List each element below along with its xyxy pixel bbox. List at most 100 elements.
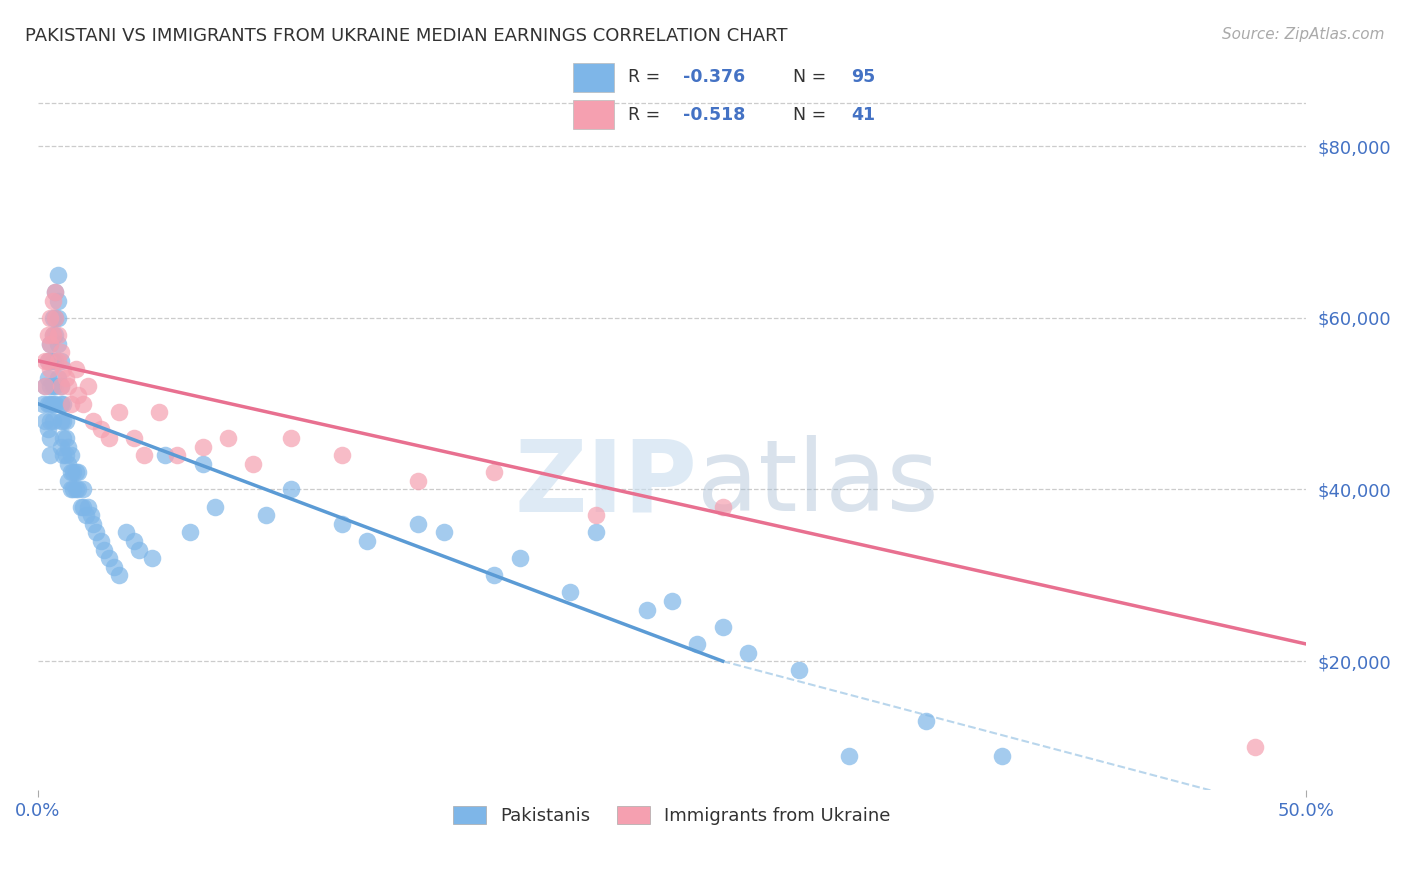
Point bbox=[39, 397, 62, 411]
Point bbox=[72, 483, 94, 497]
Text: Source: ZipAtlas.com: Source: ZipAtlas.com bbox=[1222, 27, 1385, 42]
Point bbox=[166, 448, 188, 462]
Point bbox=[49, 397, 72, 411]
Point bbox=[34, 379, 56, 393]
Point bbox=[46, 371, 69, 385]
Point bbox=[59, 483, 82, 497]
Point bbox=[39, 310, 62, 325]
Point bbox=[67, 388, 90, 402]
Point bbox=[686, 637, 709, 651]
Point bbox=[46, 353, 69, 368]
Point bbox=[42, 293, 65, 308]
Point bbox=[115, 525, 138, 540]
Point bbox=[65, 483, 87, 497]
Point bbox=[103, 559, 125, 574]
Point bbox=[90, 422, 112, 436]
Point bbox=[280, 483, 302, 497]
Text: atlas: atlas bbox=[697, 435, 939, 532]
Point bbox=[44, 285, 66, 299]
Point bbox=[356, 533, 378, 548]
Point bbox=[46, 328, 69, 343]
Point bbox=[711, 620, 734, 634]
Point bbox=[330, 516, 353, 531]
Point bbox=[42, 310, 65, 325]
Point bbox=[134, 448, 156, 462]
Point bbox=[56, 379, 79, 393]
Point bbox=[65, 465, 87, 479]
Point bbox=[585, 525, 607, 540]
Point bbox=[406, 516, 429, 531]
Point bbox=[62, 465, 84, 479]
FancyBboxPatch shape bbox=[574, 100, 613, 129]
Point bbox=[37, 353, 59, 368]
Point bbox=[44, 310, 66, 325]
Point bbox=[254, 508, 277, 523]
Point bbox=[42, 328, 65, 343]
Point bbox=[52, 431, 75, 445]
Point bbox=[84, 525, 107, 540]
Point bbox=[52, 448, 75, 462]
Point bbox=[49, 379, 72, 393]
Point bbox=[49, 353, 72, 368]
Point bbox=[75, 508, 97, 523]
Point bbox=[46, 293, 69, 308]
Text: ZIP: ZIP bbox=[515, 435, 697, 532]
Point bbox=[49, 379, 72, 393]
Point bbox=[90, 533, 112, 548]
Point bbox=[67, 483, 90, 497]
Point bbox=[37, 422, 59, 436]
Point bbox=[42, 353, 65, 368]
Point bbox=[72, 500, 94, 514]
Point bbox=[242, 457, 264, 471]
Point bbox=[432, 525, 454, 540]
Point bbox=[39, 414, 62, 428]
Point bbox=[55, 448, 77, 462]
Point bbox=[330, 448, 353, 462]
Point bbox=[77, 379, 100, 393]
Point bbox=[42, 379, 65, 393]
Point bbox=[42, 414, 65, 428]
Point bbox=[661, 594, 683, 608]
Point bbox=[636, 602, 658, 616]
Point bbox=[62, 483, 84, 497]
Point bbox=[83, 516, 105, 531]
Point bbox=[37, 371, 59, 385]
Point bbox=[108, 568, 131, 582]
Point bbox=[204, 500, 226, 514]
Point bbox=[787, 663, 810, 677]
Point bbox=[39, 353, 62, 368]
Point bbox=[56, 440, 79, 454]
Point bbox=[914, 714, 936, 729]
Point bbox=[46, 268, 69, 282]
Point bbox=[97, 431, 120, 445]
Point bbox=[44, 397, 66, 411]
Point bbox=[39, 431, 62, 445]
Text: 95: 95 bbox=[851, 69, 876, 87]
Point bbox=[108, 405, 131, 419]
Point bbox=[52, 397, 75, 411]
Point bbox=[141, 551, 163, 566]
Point bbox=[37, 328, 59, 343]
Point bbox=[93, 542, 115, 557]
Point bbox=[39, 336, 62, 351]
Point bbox=[46, 310, 69, 325]
Point bbox=[59, 465, 82, 479]
Point bbox=[42, 328, 65, 343]
Text: -0.376: -0.376 bbox=[683, 69, 745, 87]
Point bbox=[39, 362, 62, 376]
Point bbox=[711, 500, 734, 514]
Point bbox=[484, 568, 506, 582]
Point bbox=[191, 440, 214, 454]
Point bbox=[484, 465, 506, 479]
Point bbox=[83, 414, 105, 428]
Point bbox=[838, 748, 860, 763]
Point bbox=[97, 551, 120, 566]
Point bbox=[191, 457, 214, 471]
Point bbox=[148, 405, 170, 419]
Point bbox=[406, 474, 429, 488]
Point bbox=[509, 551, 531, 566]
Point bbox=[34, 353, 56, 368]
Point bbox=[39, 336, 62, 351]
Point bbox=[39, 379, 62, 393]
Point bbox=[42, 397, 65, 411]
